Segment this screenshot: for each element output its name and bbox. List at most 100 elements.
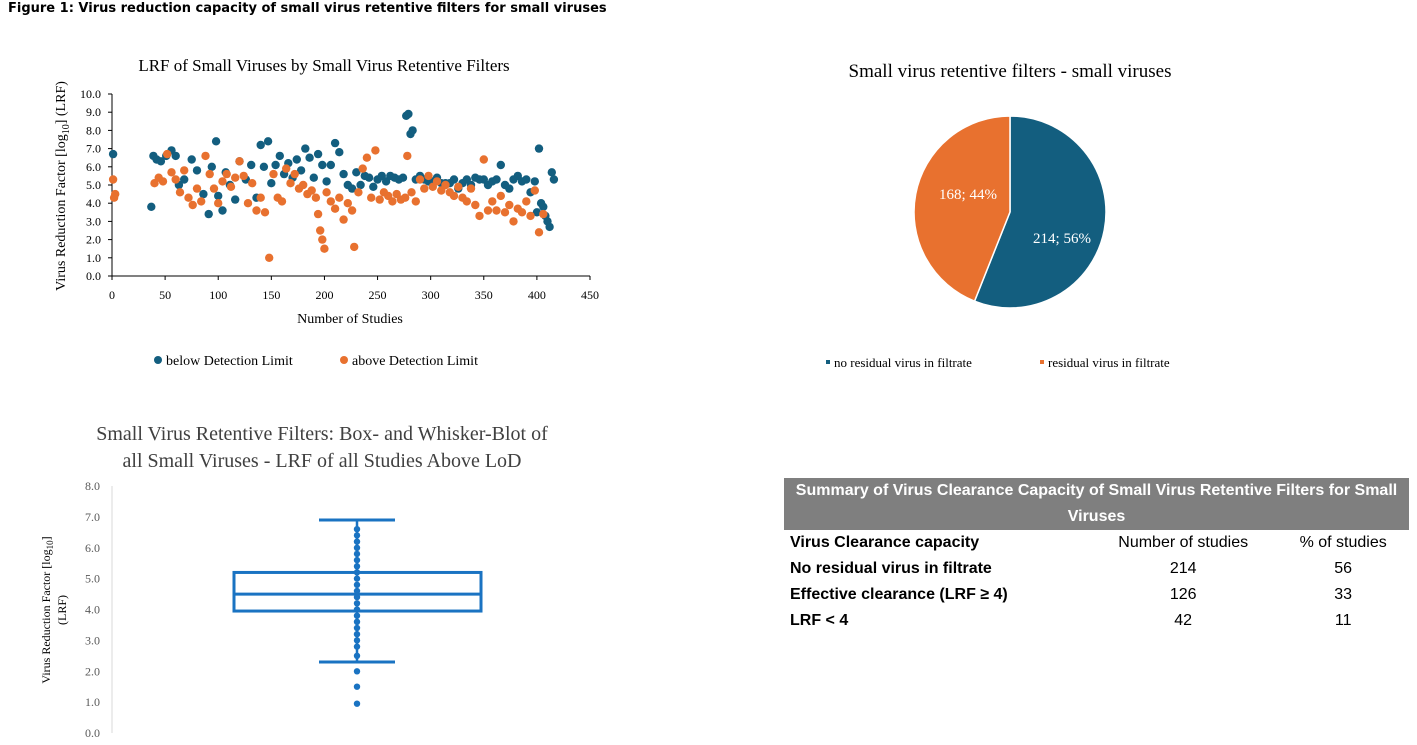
point-below-detection xyxy=(192,166,202,175)
scatter-y-tick-label: 1.0 xyxy=(86,251,101,265)
point-above-detection xyxy=(209,184,219,193)
point-above-detection xyxy=(539,209,548,219)
point-below-detection xyxy=(505,184,514,193)
point-below-detection xyxy=(218,206,227,215)
box-data-point xyxy=(353,606,361,613)
point-above-detection xyxy=(347,206,357,215)
point-below-detection xyxy=(449,175,459,184)
point-above-detection xyxy=(441,180,450,190)
point-above-detection xyxy=(517,208,527,217)
box-data-point xyxy=(353,700,361,707)
box-data-point xyxy=(353,550,361,558)
point-below-detection xyxy=(187,155,196,164)
point-above-detection xyxy=(256,193,265,202)
table-cell: 126 xyxy=(1169,586,1197,603)
point-above-detection xyxy=(462,197,471,206)
point-above-detection xyxy=(260,208,270,217)
point-below-detection xyxy=(171,151,180,161)
table-cell: 214 xyxy=(1169,560,1197,577)
box-data-point xyxy=(353,618,361,625)
box-data-point xyxy=(353,668,361,675)
point-above-detection xyxy=(226,182,236,191)
point-above-detection xyxy=(320,244,329,253)
point-above-detection xyxy=(290,169,299,179)
point-above-detection xyxy=(163,149,172,159)
pie-label-orange: 168; 44% xyxy=(939,187,997,203)
point-above-detection xyxy=(492,206,501,215)
box-data-point xyxy=(353,600,361,607)
box-data-point xyxy=(353,556,361,564)
point-below-detection xyxy=(301,144,310,153)
point-below-detection xyxy=(549,175,559,184)
point-above-detection xyxy=(505,200,514,210)
point-above-detection xyxy=(415,175,425,184)
point-below-detection xyxy=(256,140,265,150)
box-y-tick-label: 5.0 xyxy=(85,572,100,586)
table-row: LRF < 4 42 11 xyxy=(784,608,1409,634)
box-data-point xyxy=(353,575,361,582)
pie-legend-label-orange: residual virus in filtrate xyxy=(1048,355,1170,370)
point-above-detection xyxy=(239,171,248,181)
point-above-detection xyxy=(522,197,531,206)
point-below-detection xyxy=(259,162,269,171)
point-below-detection xyxy=(532,208,542,217)
scatter-x-tick-label: 50 xyxy=(159,288,171,302)
point-above-detection xyxy=(403,151,412,161)
scatter-y-tick-label: 0.0 xyxy=(86,269,101,283)
point-above-detection xyxy=(188,200,197,210)
point-above-detection xyxy=(350,242,359,252)
box-data-point xyxy=(353,532,361,539)
point-above-detection xyxy=(180,166,189,175)
point-below-detection xyxy=(330,138,340,148)
point-below-detection xyxy=(322,177,331,186)
point-below-detection xyxy=(231,195,240,204)
point-below-detection xyxy=(539,202,548,211)
box-y-tick-label: 2.0 xyxy=(85,664,100,678)
point-below-detection xyxy=(356,180,365,190)
box-data-point xyxy=(353,652,361,659)
pie-label-blue: 214; 56% xyxy=(1033,231,1091,247)
point-above-detection xyxy=(167,168,176,177)
point-below-detection xyxy=(305,153,314,162)
point-above-detection xyxy=(411,197,420,206)
point-below-detection xyxy=(398,173,408,182)
point-below-detection xyxy=(267,179,276,188)
box-y-tick-label: 1.0 xyxy=(85,695,100,709)
scatter-ylabel: Virus Reduction Factor [log10] (LRF) xyxy=(54,81,72,291)
table-header-cell: Number of studies xyxy=(1118,534,1249,551)
point-below-detection xyxy=(247,160,256,170)
point-above-detection xyxy=(454,182,463,191)
point-above-detection xyxy=(420,184,429,193)
table-header-cell: Virus Clearance capacity xyxy=(790,534,980,551)
point-below-detection xyxy=(492,175,501,184)
pie-chart: Small virus retentive filters - small vi… xyxy=(826,61,1171,370)
box-data-point xyxy=(353,581,361,588)
legend-marker-above xyxy=(340,356,348,364)
point-above-detection xyxy=(184,193,193,202)
summary-table-grid: Virus Clearance capacity Number of studi… xyxy=(784,530,1409,634)
box-data-point xyxy=(353,587,361,595)
point-below-detection xyxy=(263,137,273,146)
point-above-detection xyxy=(401,193,410,202)
point-above-detection xyxy=(424,171,433,181)
point-below-detection xyxy=(318,160,327,170)
point-below-detection xyxy=(271,160,280,170)
point-above-detection xyxy=(479,155,488,164)
point-below-detection xyxy=(204,209,213,219)
scatter-y-tick-label: 7.0 xyxy=(86,142,101,156)
point-above-detection xyxy=(231,173,240,182)
box-y-tick-label: 8.0 xyxy=(85,479,100,493)
scatter-x-tick-label: 200 xyxy=(315,288,333,302)
point-below-detection xyxy=(352,168,361,177)
box-data-point xyxy=(353,526,361,533)
point-above-detection xyxy=(330,204,340,213)
scatter-y-tick-label: 8.0 xyxy=(86,123,101,137)
scatter-legend: below Detection Limit above Detection Li… xyxy=(154,354,478,369)
box-data-point xyxy=(353,544,361,551)
box-y-tick-label: 4.0 xyxy=(85,603,100,617)
scatter-y-tick-label: 10.0 xyxy=(80,87,101,101)
scatter-x-tick-label: 450 xyxy=(581,288,599,302)
scatter-x-tick-label: 100 xyxy=(209,288,227,302)
table-cell: 33 xyxy=(1334,586,1353,603)
point-above-detection xyxy=(375,195,384,204)
